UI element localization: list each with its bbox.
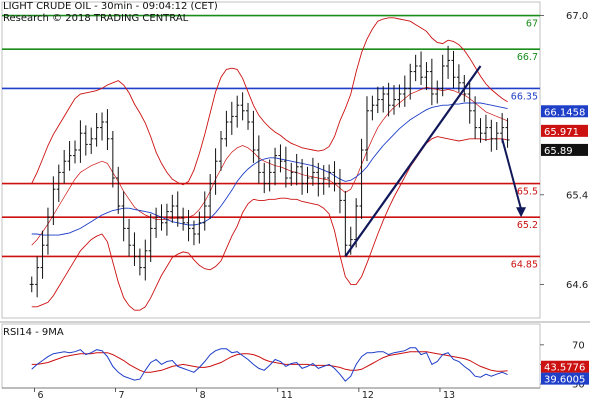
rsi-value-box-label: 43.5776 — [544, 363, 585, 374]
price-y-tick-label: 67.0 — [566, 11, 588, 22]
chart-title: LIGHT CRUDE OIL - 30min - 09:04:12 (CET) — [3, 1, 218, 12]
rsi-line — [31, 347, 508, 382]
rsi-value-box — [541, 360, 589, 373]
price-value-box — [541, 143, 588, 156]
chart-copyright: Research © 2018 TRADING CENTRAL — [3, 13, 189, 24]
price-value-box-label: 66.1458 — [544, 107, 585, 118]
level-label: 66.7 — [517, 52, 538, 63]
x-tick-label: 12 — [362, 390, 374, 400]
price-bars — [29, 45, 510, 298]
level-label: 64.85 — [511, 259, 538, 270]
x-tick-label: 7 — [119, 390, 125, 400]
x-tick-label: 6 — [37, 390, 43, 400]
level-label: 66.35 — [511, 91, 538, 102]
bb-upper — [31, 17, 508, 186]
rsi-panel-frame — [1, 323, 541, 389]
x-tick-label: 13 — [443, 390, 455, 400]
x-axis: 6 7 8 11 12 13 — [2, 387, 540, 400]
price-value-boxes: 66.1458 65.971 65.89 — [541, 105, 588, 157]
price-y-axis: 64.6 65.4 67.0 — [540, 11, 588, 291]
forecast-arrow — [501, 138, 527, 218]
forecast-arrow-shaft — [501, 138, 523, 210]
price-value-box-label: 65.89 — [544, 146, 573, 157]
x-tick-label: 11 — [281, 390, 293, 400]
price-value-box-label: 65.971 — [544, 127, 579, 138]
level-label: 65.5 — [517, 187, 538, 198]
support-trendline — [344, 65, 482, 258]
level-label: 65.2 — [517, 220, 538, 231]
rsi-title: RSI14 - 9MA — [3, 327, 64, 338]
forecast-arrow-head — [516, 207, 527, 218]
price-value-box — [541, 105, 588, 118]
horizontal-levels: 67 66.7 66.35 65.5 65.2 64.85 — [2, 14, 540, 270]
rsi-y-tick-label: 30 — [572, 380, 585, 391]
rsi-y-tick-label: 70 — [572, 340, 585, 351]
price-panel-frame — [1, 1, 541, 319]
price-y-tick-label: 64.6 — [566, 280, 588, 291]
price-y-tick-label: 65.4 — [566, 190, 588, 201]
rsi-ma-line — [31, 351, 508, 373]
level-label: 67 — [526, 19, 538, 30]
price-value-box — [541, 124, 588, 137]
bb-lower — [31, 136, 508, 311]
rsi-value-box — [541, 372, 589, 385]
rsi-value-box-label: 39.6005 — [544, 375, 585, 386]
x-tick-label: 8 — [200, 390, 206, 400]
moving-average-line — [31, 102, 508, 236]
